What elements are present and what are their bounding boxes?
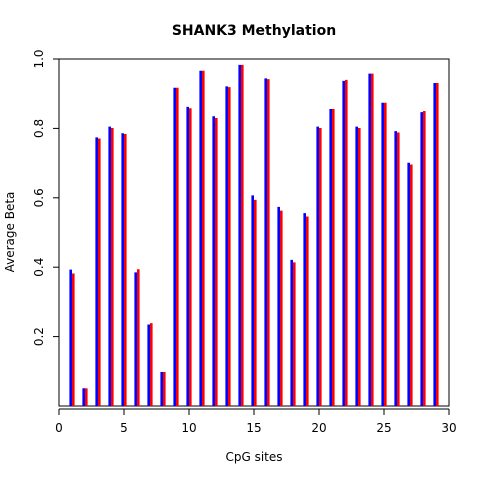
x-tick-label: 30 [441, 421, 456, 435]
x-tick-label: 0 [55, 421, 63, 435]
y-tick-label: 0.4 [32, 258, 46, 277]
bars-group [69, 64, 439, 406]
y-tick-label: 0.6 [32, 188, 46, 207]
y-axis: 0.2 0.4 0.6 0.8 1.0 [32, 49, 60, 346]
y-tick-label: 0.8 [32, 119, 46, 138]
y-axis-label: Average Beta [3, 192, 17, 273]
x-tick-label: 25 [376, 421, 391, 435]
chart-title: SHANK3 Methylation [172, 23, 336, 39]
y-tick-label: 0.2 [32, 327, 46, 346]
x-tick-label: 20 [311, 421, 326, 435]
x-tick-label: 10 [181, 421, 196, 435]
x-axis: 0 5 10 15 20 25 30 [55, 408, 457, 435]
x-axis-label: CpG sites [225, 450, 282, 464]
x-tick-label: 15 [246, 421, 261, 435]
y-tick-label: 1.0 [32, 49, 46, 68]
x-tick-label: 5 [120, 421, 128, 435]
